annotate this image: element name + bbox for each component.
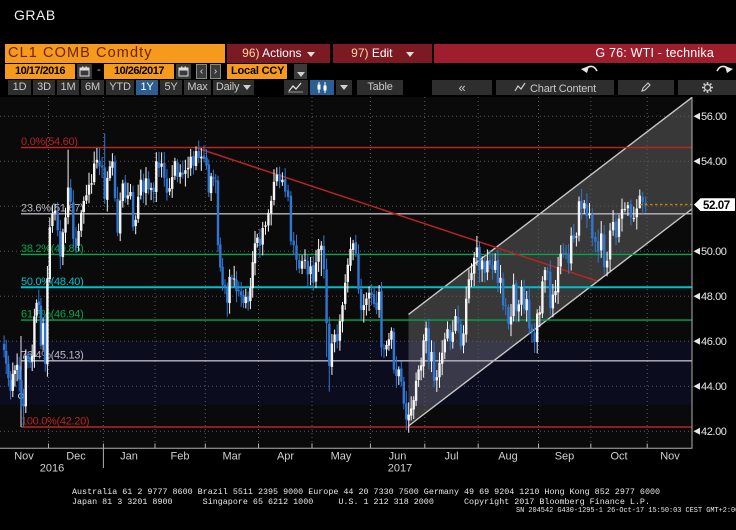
svg-text:54.00: 54.00: [701, 156, 727, 168]
svg-text:52.07: 52.07: [703, 200, 730, 212]
svg-text:50.00: 50.00: [701, 246, 727, 258]
svg-text:2017: 2017: [388, 463, 412, 475]
svg-text:Feb: Feb: [171, 451, 190, 463]
svg-text:Aug: Aug: [498, 451, 518, 463]
svg-text:Nov: Nov: [660, 451, 680, 463]
svg-text:46.00: 46.00: [701, 336, 727, 348]
svg-text:May: May: [331, 451, 352, 463]
svg-text:0.0%(54.60): 0.0%(54.60): [21, 136, 78, 148]
svg-text:48.00: 48.00: [701, 291, 727, 303]
svg-text:61.8%(46.94): 61.8%(46.94): [21, 309, 83, 321]
svg-text:Jul: Jul: [444, 451, 458, 463]
svg-text:Sep: Sep: [555, 451, 575, 463]
svg-text:100.0%(42.20): 100.0%(42.20): [21, 416, 89, 428]
svg-text:Apr: Apr: [277, 451, 294, 463]
svg-text:Jan: Jan: [120, 451, 138, 463]
svg-text:76.4%(45.13): 76.4%(45.13): [21, 349, 83, 361]
svg-text:44.00: 44.00: [701, 381, 727, 393]
svg-text:Nov: Nov: [14, 451, 34, 463]
svg-text:42.00: 42.00: [701, 426, 727, 438]
svg-text:Jun: Jun: [389, 451, 407, 463]
svg-text:2016: 2016: [40, 463, 64, 475]
svg-text:Dec: Dec: [66, 451, 86, 463]
svg-text:50.0%(48.40): 50.0%(48.40): [21, 276, 83, 288]
svg-text:38.2%(49.86): 38.2%(49.86): [21, 243, 83, 255]
svg-text:56.00: 56.00: [701, 111, 727, 123]
svg-text:Oct: Oct: [610, 451, 627, 463]
svg-text:Mar: Mar: [223, 451, 242, 463]
